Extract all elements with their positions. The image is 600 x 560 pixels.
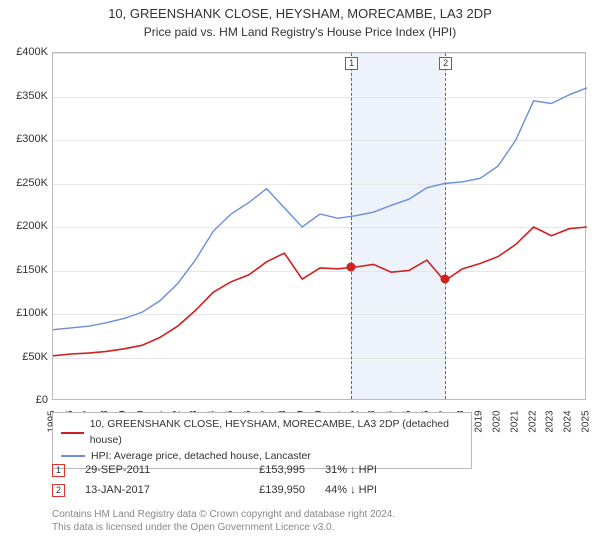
series-line xyxy=(53,88,587,330)
event-table: 1 29-SEP-2011 £153,995 31% ↓ HPI 2 13-JA… xyxy=(52,460,425,500)
y-tick-label: £200K xyxy=(2,220,48,232)
event-row: 1 29-SEP-2011 £153,995 31% ↓ HPI xyxy=(52,460,425,480)
y-tick-label: £0 xyxy=(2,394,48,406)
x-tick-label: 2020 xyxy=(492,410,503,432)
x-tick-label: 2019 xyxy=(474,410,485,432)
event-delta: 31% ↓ HPI xyxy=(325,464,425,476)
footnote-line: Contains HM Land Registry data © Crown c… xyxy=(52,508,395,521)
footnote: Contains HM Land Registry data © Crown c… xyxy=(52,508,395,534)
y-tick-label: £100K xyxy=(2,307,48,319)
event-delta: 44% ↓ HPI xyxy=(325,484,425,496)
marker-point xyxy=(347,263,356,272)
event-price: £153,995 xyxy=(215,464,305,476)
x-tick-label: 2021 xyxy=(509,410,520,432)
event-date: 29-SEP-2011 xyxy=(85,464,195,476)
marker-label-box: 1 xyxy=(345,57,358,70)
legend-label: 10, GREENSHANK CLOSE, HEYSHAM, MORECAMBE… xyxy=(90,417,463,449)
legend-row: 10, GREENSHANK CLOSE, HEYSHAM, MORECAMBE… xyxy=(61,417,463,449)
x-tick-label: 2024 xyxy=(563,410,574,432)
plot-area: 12 xyxy=(52,52,586,400)
x-tick-label: 2025 xyxy=(581,410,592,432)
legend-swatch-property xyxy=(61,432,84,434)
y-tick-label: £250K xyxy=(2,177,48,189)
event-date: 13-JAN-2017 xyxy=(85,484,195,496)
y-tick-label: £400K xyxy=(2,46,48,58)
chart-title: 10, GREENSHANK CLOSE, HEYSHAM, MORECAMBE… xyxy=(0,0,600,23)
series-line xyxy=(53,227,587,356)
marker-point xyxy=(441,275,450,284)
x-tick-label: 2022 xyxy=(527,410,538,432)
chart-subtitle: Price paid vs. HM Land Registry's House … xyxy=(0,23,600,39)
event-row: 2 13-JAN-2017 £139,950 44% ↓ HPI xyxy=(52,480,425,500)
event-price: £139,950 xyxy=(215,484,305,496)
marker-label-box: 2 xyxy=(439,57,452,70)
y-tick-label: £50K xyxy=(2,351,48,363)
chart-container: 10, GREENSHANK CLOSE, HEYSHAM, MORECAMBE… xyxy=(0,0,600,560)
x-tick-label: 2023 xyxy=(545,410,556,432)
y-tick-label: £300K xyxy=(2,133,48,145)
event-marker-box: 1 xyxy=(52,464,65,477)
legend-swatch-hpi xyxy=(61,455,85,457)
y-tick-label: £350K xyxy=(2,90,48,102)
line-series-svg xyxy=(53,53,587,401)
event-marker-box: 2 xyxy=(52,484,65,497)
y-tick-label: £150K xyxy=(2,264,48,276)
footnote-line: This data is licensed under the Open Gov… xyxy=(52,521,395,534)
